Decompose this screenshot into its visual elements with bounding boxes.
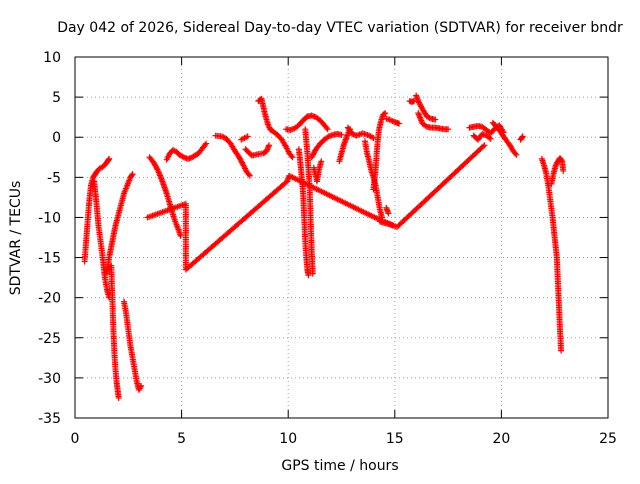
series-arc-30 [517, 133, 526, 143]
series-arc-05 [121, 298, 145, 393]
y-tick-label: -30 [38, 371, 61, 387]
data-point [381, 110, 388, 117]
series-arc-02 [91, 178, 113, 301]
axis-ticks: 0 5 10 15 20 25 10 5 0 -5 -10 -15 -20 -25 -30 -35 [38, 50, 617, 447]
x-tick-label: 0 [71, 431, 80, 447]
x-tick-label: 15 [386, 431, 404, 447]
x-axis-label: GPS time / hours [281, 458, 398, 474]
series-arc-06 [146, 154, 184, 239]
data-point [406, 98, 413, 105]
x-tick-label: 5 [177, 431, 186, 447]
x-tick-label: 20 [492, 431, 510, 447]
series-arc-31 [538, 155, 565, 354]
series-arc-12 [283, 112, 331, 134]
data-point [385, 210, 392, 217]
y-tick-label: -10 [38, 210, 61, 226]
data-point [324, 126, 331, 133]
series-isolated [144, 142, 488, 273]
series-arc-29 [489, 119, 520, 158]
data-point [289, 154, 296, 161]
series-arc-03 [103, 171, 136, 277]
series-arc-18 [344, 124, 377, 142]
series-arc-26 [406, 98, 417, 105]
x-tick-label: 25 [599, 431, 617, 447]
series-arc-08 [212, 132, 253, 179]
series-arc-01 [81, 155, 113, 265]
data-point [560, 167, 567, 174]
data-point [203, 140, 210, 147]
series-arc-23 [383, 115, 403, 127]
y-tick-label: -25 [38, 331, 61, 347]
data-point [519, 133, 526, 140]
data-point [129, 171, 136, 178]
y-tick-label: 10 [43, 50, 61, 66]
series-arc-32 [548, 155, 567, 187]
data-point [106, 155, 113, 162]
series-arc-07 [163, 140, 210, 163]
series-arc-10 [238, 133, 251, 143]
data-point [512, 150, 519, 157]
data-point [480, 143, 487, 150]
data-point [513, 151, 520, 158]
series-arc-28 [470, 131, 494, 143]
series-arc-19 [361, 138, 386, 221]
data-point [558, 157, 565, 164]
y-tick-label: 5 [52, 90, 61, 106]
data-point [244, 133, 251, 140]
data-point [246, 172, 253, 179]
data-point [138, 382, 145, 389]
data-point [487, 135, 494, 142]
data-point [245, 171, 252, 178]
y-tick-label: 0 [52, 130, 61, 146]
series-arc-14 [302, 126, 316, 277]
data-point [137, 384, 144, 391]
data-point [128, 172, 135, 179]
chart-title: Day 042 of 2026, Sidereal Day-to-day VTE… [57, 20, 623, 36]
grid-lines [75, 57, 608, 418]
data-points [81, 92, 567, 401]
data-point [305, 272, 312, 279]
series-arc-20 [370, 110, 389, 193]
data-point [396, 120, 403, 127]
data-point [323, 124, 330, 131]
data-point [202, 141, 209, 148]
data-point [177, 232, 184, 239]
series-arc-15 [308, 131, 345, 161]
series-arc-24 [413, 92, 439, 123]
y-tick-label: -35 [38, 411, 61, 427]
data-point [519, 134, 526, 141]
y-tick-label: -5 [47, 170, 61, 186]
series-arc-22 [383, 204, 392, 217]
data-point [318, 158, 325, 165]
series-arc-11 [255, 95, 296, 161]
data-point [481, 142, 488, 149]
data-point [115, 394, 122, 401]
y-tick-label: -15 [38, 251, 61, 267]
series-arc-09 [242, 142, 273, 159]
data-point [432, 116, 439, 123]
plot-area [74, 56, 609, 419]
series-arc-25 [415, 110, 452, 133]
data-point [558, 347, 565, 354]
x-tick-label: 10 [279, 431, 297, 447]
y-tick-label: -20 [38, 291, 61, 307]
data-point [154, 166, 161, 173]
data-point [382, 110, 389, 117]
data-point [266, 142, 273, 149]
data-point [338, 131, 345, 138]
data-point [309, 270, 316, 277]
y-axis-label: SDTVAR / TECUs [8, 181, 24, 296]
series-arc-04 [108, 262, 122, 401]
data-point [445, 126, 452, 133]
series-arc-16 [310, 158, 325, 185]
data-point [288, 152, 295, 159]
